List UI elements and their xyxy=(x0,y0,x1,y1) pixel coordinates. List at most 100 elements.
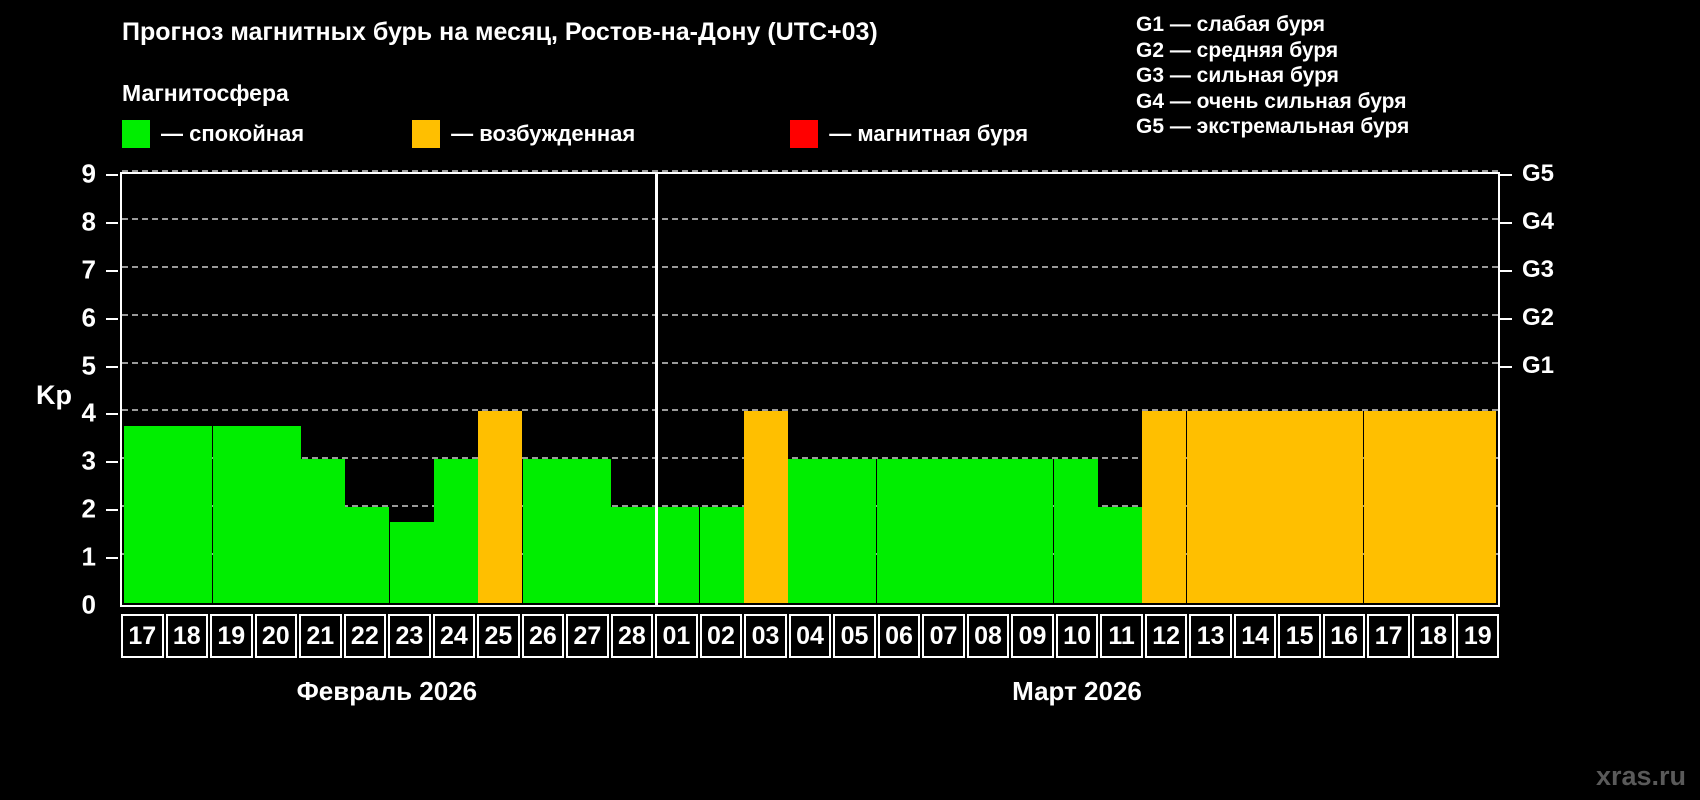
bar-27 xyxy=(566,459,611,603)
bar-cell xyxy=(1407,176,1452,603)
day-label-28: 17 xyxy=(1367,614,1410,658)
g-tick-mark-G3 xyxy=(1500,269,1512,272)
y-tick-mark-6 xyxy=(106,317,118,320)
legend-swatch-excited xyxy=(412,120,441,148)
y-tick-mark-4 xyxy=(106,413,118,416)
month-caption-1: Март 2026 xyxy=(1012,676,1142,706)
bar-25 xyxy=(478,411,523,603)
day-label-30: 19 xyxy=(1456,614,1499,658)
gridline-7 xyxy=(122,265,1498,268)
y-tick-label-7: 7 xyxy=(81,254,96,285)
y-tick-mark-2 xyxy=(106,509,118,512)
bar-18 xyxy=(1407,411,1452,603)
bar-cell xyxy=(788,176,833,603)
gridline-3 xyxy=(122,457,1498,460)
bar-cell xyxy=(611,176,656,603)
bar-cell xyxy=(212,176,257,603)
bar-17 xyxy=(124,425,169,603)
day-label-2: 19 xyxy=(210,614,253,658)
bar-16 xyxy=(1319,411,1364,603)
bars-container xyxy=(124,176,1497,603)
bar-cell xyxy=(832,176,877,603)
bar-17 xyxy=(1363,411,1408,603)
day-label-5: 22 xyxy=(343,614,387,658)
magnetosphere-legend: — спокойная — возбужденная — магнитная бур… xyxy=(122,120,1028,148)
y-axis-title: Kp xyxy=(36,380,72,410)
bar-cell xyxy=(1186,176,1231,603)
month-caption-0: Февраль 2026 xyxy=(296,676,478,706)
gridline-6 xyxy=(122,313,1498,316)
day-label-26: 15 xyxy=(1278,614,1321,658)
bar-cell xyxy=(1142,176,1187,603)
bar-22 xyxy=(345,507,390,603)
bar-cell xyxy=(920,176,965,603)
bar-cell xyxy=(1452,176,1497,603)
g-axis-label-G4: G4 xyxy=(1522,207,1555,235)
y-tick-label-3: 3 xyxy=(81,445,96,476)
gridline-8 xyxy=(122,217,1498,220)
y-tick-mark-5 xyxy=(106,365,118,368)
day-label-9: 26 xyxy=(521,614,565,658)
day-label-12: 01 xyxy=(655,614,698,658)
bar-18 xyxy=(168,425,213,603)
y-tick-label-2: 2 xyxy=(81,493,96,524)
bar-15 xyxy=(1275,411,1320,603)
bar-cell xyxy=(655,176,700,603)
day-label-13: 02 xyxy=(699,614,743,658)
y-tick-label-6: 6 xyxy=(81,302,96,333)
day-label-7: 24 xyxy=(432,614,476,658)
g-scale-legend: G1 — слабая буря G2 — средняя буря G3 — си… xyxy=(1136,12,1409,140)
bar-cell xyxy=(1009,176,1054,603)
bar-cell xyxy=(168,176,213,603)
bar-cell xyxy=(124,176,169,603)
g-tick-mark-G5 xyxy=(1500,174,1512,176)
watermark: xras.ru xyxy=(1595,761,1686,791)
g-scale-legend-line-2: G2 — средняя буря xyxy=(1136,38,1339,62)
legend-label-calm: — спокойная xyxy=(161,121,305,146)
bar-19 xyxy=(212,425,257,603)
month-captions: Февраль 2026 Март 2026 xyxy=(120,676,1500,716)
gridline-9 xyxy=(122,170,1498,172)
day-label-22: 11 xyxy=(1100,614,1143,658)
g-scale-axis: G1 G2 G3 G4 G5 xyxy=(1500,160,1620,607)
magnetosphere-legend-title: Магнитосфера xyxy=(122,80,289,106)
day-label-0: 17 xyxy=(121,614,164,658)
bar-06 xyxy=(876,459,921,603)
day-label-17: 06 xyxy=(877,614,921,658)
legend-swatch-calm xyxy=(122,120,150,148)
bar-19 xyxy=(1452,411,1497,603)
day-label-23: 12 xyxy=(1144,614,1188,658)
y-axis: 0 1 2 3 4 5 6 7 8 9 xyxy=(0,159,118,620)
day-label-14: 03 xyxy=(744,614,787,658)
y-tick-label-4: 4 xyxy=(81,397,96,428)
y-tick-label-8: 8 xyxy=(81,206,96,237)
day-label-4: 21 xyxy=(299,614,342,658)
bar-cell xyxy=(1319,176,1364,603)
bar-cell xyxy=(699,176,744,603)
day-label-29: 18 xyxy=(1411,614,1455,658)
bar-20 xyxy=(256,425,301,603)
y-tick-label-1: 1 xyxy=(81,541,96,572)
bar-cell xyxy=(1275,176,1320,603)
bar-cell xyxy=(522,176,567,603)
day-label-15: 04 xyxy=(788,614,832,658)
bar-cell xyxy=(478,176,523,603)
g-tick-mark-G2 xyxy=(1500,317,1512,320)
day-labels-row: 17 18 19 20 21 22 23 24 25 26 27 28 01 02 03 04 05 06 07 08… xyxy=(120,614,1500,658)
legend-entry-storm: — магнитная буря xyxy=(790,120,1028,148)
g-scale-legend-line-4: G4 — очень сильная буря xyxy=(1136,89,1407,113)
g-tick-mark-G4 xyxy=(1500,221,1512,224)
g-axis-label-G1: G1 xyxy=(1522,351,1555,379)
plot-area xyxy=(120,170,1500,607)
bar-cell xyxy=(1053,176,1098,603)
day-label-11: 28 xyxy=(610,614,654,658)
day-label-10: 27 xyxy=(566,614,609,658)
bar-13 xyxy=(1186,411,1231,603)
bar-cell xyxy=(301,176,346,603)
bar-cell xyxy=(433,176,478,603)
g-tick-mark-G1 xyxy=(1500,365,1512,368)
y-tick-mark-3 xyxy=(106,461,118,464)
day-label-8: 25 xyxy=(477,614,520,658)
y-tick-mark-7 xyxy=(106,269,118,272)
y-tick-mark-9 xyxy=(106,174,118,176)
